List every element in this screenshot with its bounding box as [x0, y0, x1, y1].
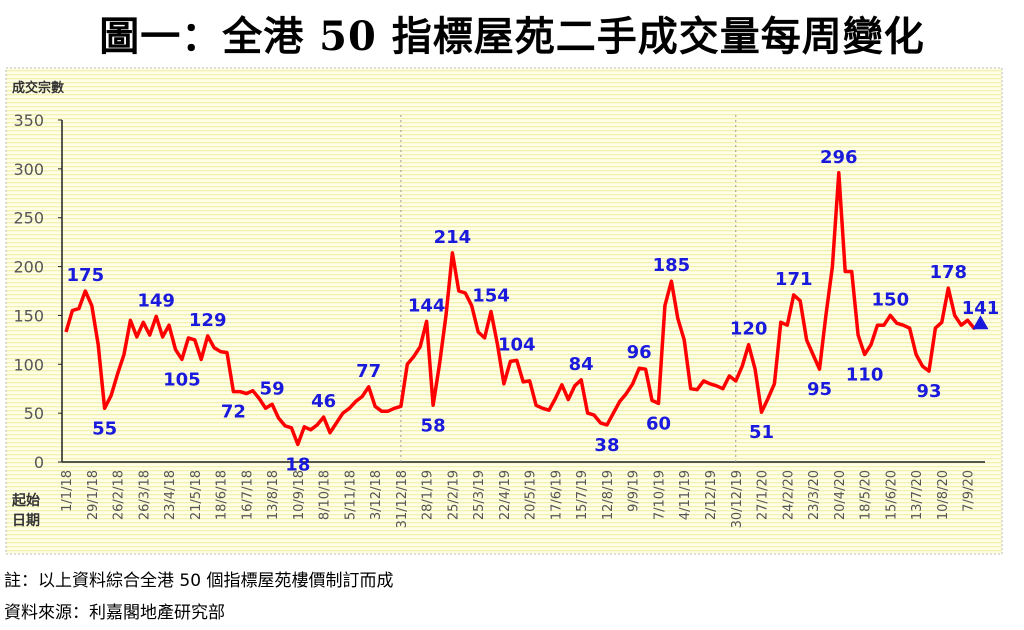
data-label: 171	[775, 269, 813, 290]
data-label: 95	[807, 379, 832, 400]
y-tick-label: 50	[24, 404, 44, 423]
y-tick-label: 300	[13, 160, 44, 179]
x-tick-label: 10/9/18	[292, 470, 307, 520]
y-tick-label: 250	[13, 209, 44, 228]
data-label: 141	[962, 298, 1000, 319]
data-label: 120	[730, 319, 768, 340]
x-tick-label: 10/8/20	[936, 470, 951, 520]
data-label: 296	[820, 147, 858, 168]
x-tick-label: 4/11/19	[678, 470, 693, 520]
data-label: 96	[627, 342, 652, 363]
x-tick-label: 22/4/19	[498, 470, 513, 520]
x-tick-label: 30/12/19	[730, 470, 745, 528]
y-tick-label: 100	[13, 355, 44, 374]
data-label: 84	[569, 354, 594, 375]
data-label: 150	[872, 289, 910, 310]
x-tick-label: 17/6/19	[549, 470, 564, 520]
data-label: 185	[653, 255, 691, 276]
x-tick-label: 8/10/18	[318, 470, 333, 520]
x-tick-label: 3/12/18	[369, 470, 384, 520]
x-tick-label: 25/3/19	[472, 470, 487, 520]
data-label: 149	[137, 290, 175, 311]
data-label: 129	[189, 310, 227, 331]
x-axis-label: 起始	[11, 492, 40, 509]
data-label: 144	[408, 295, 446, 316]
data-label: 59	[260, 378, 285, 399]
x-tick-label: 20/5/19	[524, 470, 539, 520]
data-label: 55	[92, 418, 117, 439]
x-tick-label: 13/7/20	[910, 470, 925, 520]
x-tick-label: 15/6/20	[884, 470, 899, 520]
data-label: 154	[472, 286, 510, 307]
data-label: 18	[285, 454, 310, 475]
x-axis-label: 日期	[12, 513, 40, 529]
data-label: 214	[434, 227, 472, 248]
chart-frame	[5, 67, 1003, 555]
x-tick-label: 2/12/19	[704, 470, 719, 520]
x-tick-label: 26/2/18	[112, 470, 127, 520]
x-tick-label: 9/9/19	[627, 470, 642, 512]
data-label: 60	[646, 413, 671, 434]
x-tick-label: 16/7/18	[240, 470, 255, 520]
footnote: 註：以上資料綜合全港 50 個指標屋苑樓價制訂而成	[4, 571, 394, 591]
x-tick-label: 25/2/19	[446, 470, 461, 520]
data-label: 110	[846, 365, 884, 386]
data-label: 178	[929, 262, 967, 283]
x-tick-label: 13/8/18	[266, 470, 281, 520]
y-tick-label: 150	[13, 306, 44, 325]
data-label: 58	[421, 415, 446, 436]
data-label: 175	[67, 265, 105, 286]
x-tick-label: 20/4/20	[833, 470, 848, 520]
x-tick-label: 27/1/20	[756, 470, 771, 520]
y-tick-label: 0	[34, 453, 44, 472]
data-label: 72	[221, 402, 246, 423]
x-tick-label: 29/1/18	[86, 470, 101, 520]
last-point-marker	[972, 315, 989, 330]
x-tick-label: 23/3/20	[807, 470, 822, 520]
data-label: 104	[498, 334, 536, 355]
source-note: 資料來源：利嘉閣地產研究部	[4, 603, 225, 623]
data-label: 93	[916, 381, 941, 402]
x-tick-label: 7/10/19	[652, 470, 667, 520]
y-tick-label: 350	[13, 111, 44, 130]
x-tick-label: 5/11/18	[343, 470, 358, 520]
x-tick-label: 26/3/18	[137, 470, 152, 520]
y-axis-label: 成交宗數	[12, 80, 64, 96]
x-tick-label: 7/9/20	[962, 470, 977, 512]
data-label: 38	[594, 435, 619, 456]
data-label: 51	[749, 422, 774, 443]
page-title: 圖一：全港 50 指標屋苑二手成交量每周變化	[99, 13, 925, 60]
x-tick-label: 23/4/18	[163, 470, 178, 520]
y-tick-label: 200	[13, 258, 44, 277]
x-tick-label: 12/8/19	[601, 470, 616, 520]
x-tick-label: 28/1/19	[421, 470, 436, 520]
data-label: 77	[356, 361, 381, 382]
x-tick-label: 15/7/19	[575, 470, 590, 520]
x-tick-label: 1/1/18	[60, 470, 75, 512]
data-label: 46	[311, 391, 336, 412]
x-tick-label: 31/12/18	[395, 470, 410, 528]
x-tick-label: 24/2/20	[781, 470, 796, 520]
x-tick-label: 18/5/20	[859, 470, 874, 520]
x-tick-label: 18/6/18	[215, 470, 230, 520]
data-label: 105	[163, 369, 201, 390]
x-tick-label: 21/5/18	[189, 470, 204, 520]
